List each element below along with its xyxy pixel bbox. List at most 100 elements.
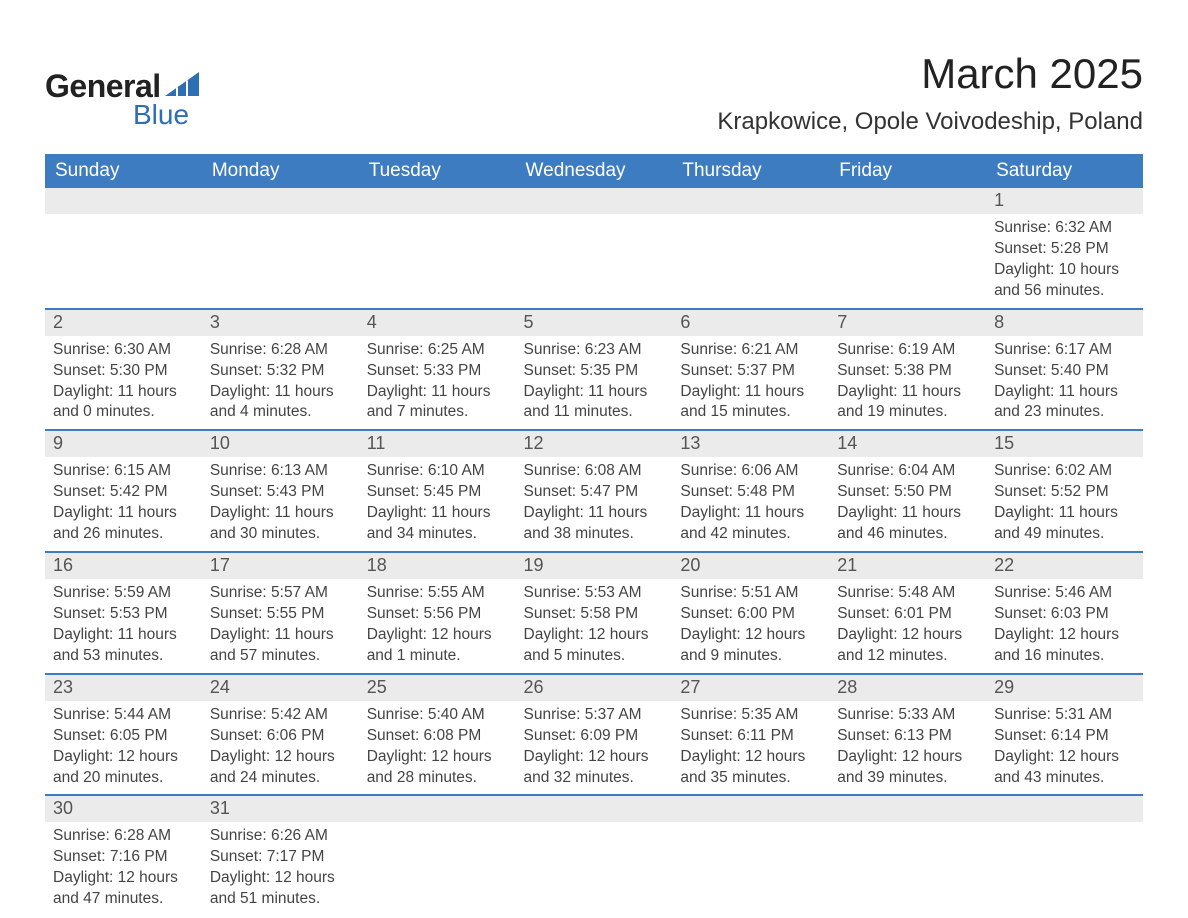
- calendar-cell: [359, 188, 516, 309]
- day-details: [672, 214, 829, 292]
- day-sunset: Sunset: 6:01 PM: [837, 604, 978, 625]
- logo: General Blue: [45, 68, 199, 131]
- day-sunset: Sunset: 6:06 PM: [210, 726, 351, 747]
- day-daylight: Daylight: 11 hours and 49 minutes.: [994, 503, 1135, 545]
- day-number: 4: [359, 310, 516, 336]
- title-block: March 2025 Krapkowice, Opole Voivodeship…: [717, 50, 1143, 136]
- day-number: [829, 796, 986, 822]
- day-sunrise: Sunrise: 6:10 AM: [367, 461, 508, 482]
- day-details: Sunrise: 6:26 AMSunset: 7:17 PMDaylight:…: [202, 822, 359, 916]
- calendar-cell: [359, 795, 516, 916]
- day-details: Sunrise: 5:48 AMSunset: 6:01 PMDaylight:…: [829, 579, 986, 673]
- weekday-header: Tuesday: [359, 154, 516, 188]
- day-daylight: Daylight: 11 hours and 30 minutes.: [210, 503, 351, 545]
- calendar-cell: 27Sunrise: 5:35 AMSunset: 6:11 PMDayligh…: [672, 674, 829, 796]
- day-details: Sunrise: 6:21 AMSunset: 5:37 PMDaylight:…: [672, 336, 829, 430]
- calendar-cell: 25Sunrise: 5:40 AMSunset: 6:08 PMDayligh…: [359, 674, 516, 796]
- day-number: [202, 188, 359, 214]
- day-details: Sunrise: 6:04 AMSunset: 5:50 PMDaylight:…: [829, 457, 986, 551]
- day-details: Sunrise: 6:23 AMSunset: 5:35 PMDaylight:…: [516, 336, 673, 430]
- day-sunset: Sunset: 7:16 PM: [53, 847, 194, 868]
- calendar-cell: 3Sunrise: 6:28 AMSunset: 5:32 PMDaylight…: [202, 309, 359, 431]
- day-daylight: Daylight: 12 hours and 20 minutes.: [53, 747, 194, 789]
- calendar-cell: 20Sunrise: 5:51 AMSunset: 6:00 PMDayligh…: [672, 552, 829, 674]
- day-sunrise: Sunrise: 5:51 AM: [680, 583, 821, 604]
- day-daylight: Daylight: 12 hours and 39 minutes.: [837, 747, 978, 789]
- day-details: Sunrise: 6:32 AMSunset: 5:28 PMDaylight:…: [986, 214, 1143, 308]
- calendar-week-row: 2Sunrise: 6:30 AMSunset: 5:30 PMDaylight…: [45, 309, 1143, 431]
- day-sunrise: Sunrise: 6:15 AM: [53, 461, 194, 482]
- weekday-header: Monday: [202, 154, 359, 188]
- day-sunset: Sunset: 5:40 PM: [994, 361, 1135, 382]
- day-daylight: Daylight: 11 hours and 23 minutes.: [994, 382, 1135, 424]
- weekday-header: Friday: [829, 154, 986, 188]
- calendar-cell: 12Sunrise: 6:08 AMSunset: 5:47 PMDayligh…: [516, 430, 673, 552]
- day-number: 20: [672, 553, 829, 579]
- day-details: Sunrise: 6:17 AMSunset: 5:40 PMDaylight:…: [986, 336, 1143, 430]
- day-sunrise: Sunrise: 6:28 AM: [53, 826, 194, 847]
- calendar-week-row: 23Sunrise: 5:44 AMSunset: 6:05 PMDayligh…: [45, 674, 1143, 796]
- day-sunset: Sunset: 5:52 PM: [994, 482, 1135, 503]
- day-sunset: Sunset: 5:45 PM: [367, 482, 508, 503]
- day-daylight: Daylight: 11 hours and 0 minutes.: [53, 382, 194, 424]
- calendar-cell: 29Sunrise: 5:31 AMSunset: 6:14 PMDayligh…: [986, 674, 1143, 796]
- calendar-cell: 22Sunrise: 5:46 AMSunset: 6:03 PMDayligh…: [986, 552, 1143, 674]
- day-details: Sunrise: 5:46 AMSunset: 6:03 PMDaylight:…: [986, 579, 1143, 673]
- calendar-cell: 26Sunrise: 5:37 AMSunset: 6:09 PMDayligh…: [516, 674, 673, 796]
- day-number: [672, 796, 829, 822]
- day-daylight: Daylight: 12 hours and 32 minutes.: [524, 747, 665, 789]
- day-number: 3: [202, 310, 359, 336]
- day-daylight: Daylight: 11 hours and 38 minutes.: [524, 503, 665, 545]
- calendar-cell: 10Sunrise: 6:13 AMSunset: 5:43 PMDayligh…: [202, 430, 359, 552]
- day-details: Sunrise: 5:53 AMSunset: 5:58 PMDaylight:…: [516, 579, 673, 673]
- day-details: [359, 214, 516, 292]
- calendar-cell: [672, 188, 829, 309]
- day-number: 1: [986, 188, 1143, 214]
- day-details: [986, 822, 1143, 900]
- day-number: [829, 188, 986, 214]
- day-sunrise: Sunrise: 6:28 AM: [210, 340, 351, 361]
- calendar-cell: 28Sunrise: 5:33 AMSunset: 6:13 PMDayligh…: [829, 674, 986, 796]
- day-sunrise: Sunrise: 6:30 AM: [53, 340, 194, 361]
- day-sunrise: Sunrise: 6:04 AM: [837, 461, 978, 482]
- day-daylight: Daylight: 12 hours and 12 minutes.: [837, 625, 978, 667]
- day-daylight: Daylight: 12 hours and 51 minutes.: [210, 868, 351, 910]
- day-sunset: Sunset: 6:05 PM: [53, 726, 194, 747]
- day-details: Sunrise: 6:10 AMSunset: 5:45 PMDaylight:…: [359, 457, 516, 551]
- day-sunrise: Sunrise: 5:35 AM: [680, 705, 821, 726]
- day-sunset: Sunset: 5:55 PM: [210, 604, 351, 625]
- day-details: [45, 214, 202, 292]
- calendar-cell: 6Sunrise: 6:21 AMSunset: 5:37 PMDaylight…: [672, 309, 829, 431]
- day-daylight: Daylight: 11 hours and 26 minutes.: [53, 503, 194, 545]
- day-details: [359, 822, 516, 900]
- day-daylight: Daylight: 12 hours and 35 minutes.: [680, 747, 821, 789]
- day-sunrise: Sunrise: 5:42 AM: [210, 705, 351, 726]
- calendar-cell: [202, 188, 359, 309]
- day-sunrise: Sunrise: 6:06 AM: [680, 461, 821, 482]
- calendar-cell: 23Sunrise: 5:44 AMSunset: 6:05 PMDayligh…: [45, 674, 202, 796]
- day-number: 13: [672, 431, 829, 457]
- day-number: 8: [986, 310, 1143, 336]
- day-number: 2: [45, 310, 202, 336]
- day-details: [516, 822, 673, 900]
- day-sunrise: Sunrise: 5:46 AM: [994, 583, 1135, 604]
- day-sunset: Sunset: 5:42 PM: [53, 482, 194, 503]
- day-sunset: Sunset: 5:30 PM: [53, 361, 194, 382]
- day-number: [516, 188, 673, 214]
- day-number: [986, 796, 1143, 822]
- calendar-cell: [672, 795, 829, 916]
- day-number: 29: [986, 675, 1143, 701]
- day-sunrise: Sunrise: 6:23 AM: [524, 340, 665, 361]
- weekday-header: Saturday: [986, 154, 1143, 188]
- calendar-cell: 7Sunrise: 6:19 AMSunset: 5:38 PMDaylight…: [829, 309, 986, 431]
- calendar-cell: [45, 188, 202, 309]
- day-details: [829, 822, 986, 900]
- day-daylight: Daylight: 12 hours and 28 minutes.: [367, 747, 508, 789]
- day-number: 27: [672, 675, 829, 701]
- day-details: Sunrise: 5:57 AMSunset: 5:55 PMDaylight:…: [202, 579, 359, 673]
- day-sunset: Sunset: 6:08 PM: [367, 726, 508, 747]
- day-sunrise: Sunrise: 5:57 AM: [210, 583, 351, 604]
- day-number: 16: [45, 553, 202, 579]
- calendar-cell: 17Sunrise: 5:57 AMSunset: 5:55 PMDayligh…: [202, 552, 359, 674]
- day-sunrise: Sunrise: 6:26 AM: [210, 826, 351, 847]
